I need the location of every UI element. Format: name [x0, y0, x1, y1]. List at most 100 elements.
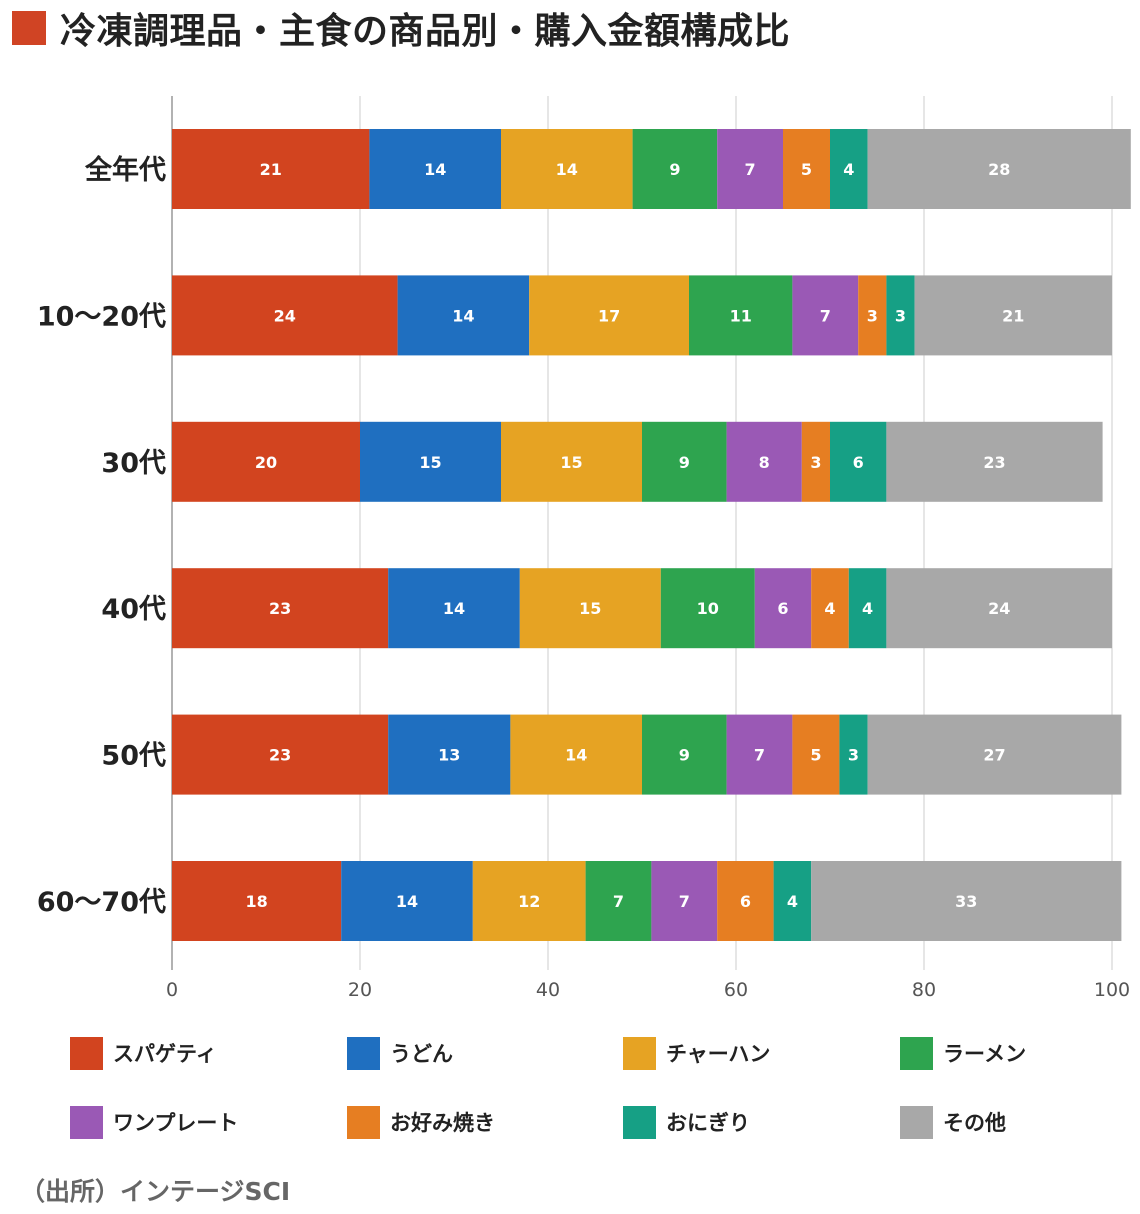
- data-label-0-5: 5: [801, 160, 812, 179]
- bar-segment-0-3: [632, 129, 718, 209]
- legend-swatch-2: [623, 1036, 656, 1070]
- data-label-2-1: 15: [419, 453, 441, 472]
- legend-label-6: おにぎり: [666, 1111, 750, 1135]
- bar-segment-1-4: [792, 275, 859, 356]
- bar-segment-3-1: [388, 568, 520, 649]
- data-label-0-2: 14: [556, 160, 578, 179]
- data-label-3-5: 4: [824, 599, 835, 618]
- data-label-3-7: 24: [988, 599, 1010, 618]
- bar-segment-2-6: [830, 421, 887, 502]
- legend-item-5: お好み焼き: [347, 1105, 495, 1139]
- data-label-5-7: 33: [955, 892, 977, 911]
- bar-segment-0-0: [172, 129, 370, 209]
- data-label-4-6: 3: [848, 746, 859, 765]
- data-label-4-1: 13: [438, 746, 460, 765]
- legend-swatch-3: [900, 1036, 933, 1070]
- data-label-0-1: 14: [424, 160, 446, 179]
- bar-segment-5-6: [773, 861, 812, 941]
- x-tick-label-100: 100: [1094, 979, 1130, 1001]
- category-label-2: 30代: [101, 448, 166, 479]
- bar-segment-4-5: [792, 714, 840, 795]
- data-label-0-0: 21: [260, 160, 282, 179]
- legend-item-7: その他: [900, 1105, 1006, 1139]
- data-label-0-6: 4: [843, 160, 854, 179]
- data-label-5-3: 7: [613, 892, 624, 911]
- data-label-4-0: 23: [269, 746, 291, 765]
- data-label-4-3: 9: [679, 746, 690, 765]
- data-label-4-7: 27: [983, 746, 1005, 765]
- bar-segment-4-7: [867, 714, 1122, 795]
- data-label-2-4: 8: [759, 453, 770, 472]
- data-label-1-5: 3: [867, 306, 878, 325]
- data-label-4-2: 14: [565, 746, 587, 765]
- title-square-icon: [12, 11, 46, 45]
- data-label-5-5: 6: [740, 892, 751, 911]
- data-label-1-3: 11: [730, 306, 752, 325]
- x-tick-label-40: 40: [536, 979, 560, 1001]
- bar-segment-5-1: [341, 861, 473, 941]
- bar-segment-2-5: [801, 421, 830, 502]
- legend-item-2: チャーハン: [623, 1036, 770, 1070]
- data-label-5-2: 12: [518, 892, 540, 911]
- legend-swatch-6: [623, 1105, 656, 1139]
- category-label-0: 全年代: [84, 154, 166, 186]
- bar-segment-4-3: [642, 714, 727, 795]
- legend-label-0: スパゲティ: [113, 1042, 217, 1066]
- data-label-3-2: 15: [579, 599, 601, 618]
- data-label-5-4: 7: [679, 892, 690, 911]
- bar-segment-4-4: [726, 714, 793, 795]
- data-label-1-2: 17: [598, 306, 620, 325]
- bar-segment-5-3: [585, 861, 652, 941]
- bar-segment-1-7: [914, 275, 1112, 356]
- legend-label-1: うどん: [390, 1042, 453, 1066]
- legend-swatch-7: [900, 1105, 933, 1139]
- bar-segment-0-6: [830, 129, 868, 209]
- legend-label-5: お好み焼き: [390, 1111, 495, 1135]
- data-label-2-2: 15: [560, 453, 582, 472]
- x-tick-label-20: 20: [348, 979, 372, 1001]
- data-label-0-3: 9: [669, 160, 680, 179]
- bar-segment-1-2: [529, 275, 689, 356]
- category-label-5: 60〜70代: [37, 887, 166, 918]
- bar-segment-2-2: [501, 421, 642, 502]
- legend-item-1: うどん: [347, 1036, 453, 1070]
- bar-segment-1-1: [397, 275, 530, 356]
- bar-segment-2-7: [886, 421, 1103, 502]
- data-label-3-6: 4: [862, 599, 873, 618]
- legend-item-4: ワンプレート: [70, 1105, 238, 1139]
- chart-title: 冷凍調理品・主食の商品別・購入金額構成比: [60, 11, 791, 52]
- bar-segment-5-0: [172, 861, 342, 941]
- legend-swatch-5: [347, 1105, 380, 1139]
- bar-segment-1-0: [172, 275, 398, 356]
- data-label-3-1: 14: [443, 599, 465, 618]
- bar-segment-3-5: [811, 568, 849, 649]
- bar-segment-3-2: [519, 568, 661, 649]
- legend-label-2: チャーハン: [666, 1042, 771, 1066]
- data-label-2-5: 3: [810, 453, 821, 472]
- data-label-2-6: 6: [853, 453, 864, 472]
- data-label-5-6: 4: [787, 892, 798, 911]
- data-label-1-0: 24: [274, 306, 296, 325]
- bar-segment-4-6: [839, 714, 868, 795]
- legend-label-3: ラーメン: [943, 1042, 1027, 1066]
- legend-swatch-4: [70, 1105, 103, 1139]
- chart-title-bar: 冷凍調理品・主食の商品別・購入金額構成比: [12, 4, 790, 52]
- legend-label-7: その他: [943, 1111, 1006, 1135]
- data-label-4-5: 5: [810, 746, 821, 765]
- x-tick-label-80: 80: [912, 979, 936, 1001]
- data-label-3-4: 6: [777, 599, 788, 618]
- legend-label-4: ワンプレート: [113, 1111, 239, 1135]
- category-label-1: 10〜20代: [37, 301, 166, 332]
- data-label-4-4: 7: [754, 746, 765, 765]
- bar-segment-4-0: [172, 714, 389, 795]
- category-label-4: 50代: [101, 741, 166, 772]
- bar-segment-1-5: [858, 275, 887, 356]
- bar-segment-2-0: [172, 421, 360, 502]
- data-label-1-4: 7: [820, 306, 831, 325]
- bar-segment-4-1: [388, 714, 511, 795]
- bar-segment-3-3: [660, 568, 755, 649]
- bar-segment-0-2: [501, 129, 633, 209]
- bar-segment-5-2: [472, 861, 586, 941]
- data-label-1-1: 14: [452, 306, 474, 325]
- bar-segment-4-2: [510, 714, 642, 795]
